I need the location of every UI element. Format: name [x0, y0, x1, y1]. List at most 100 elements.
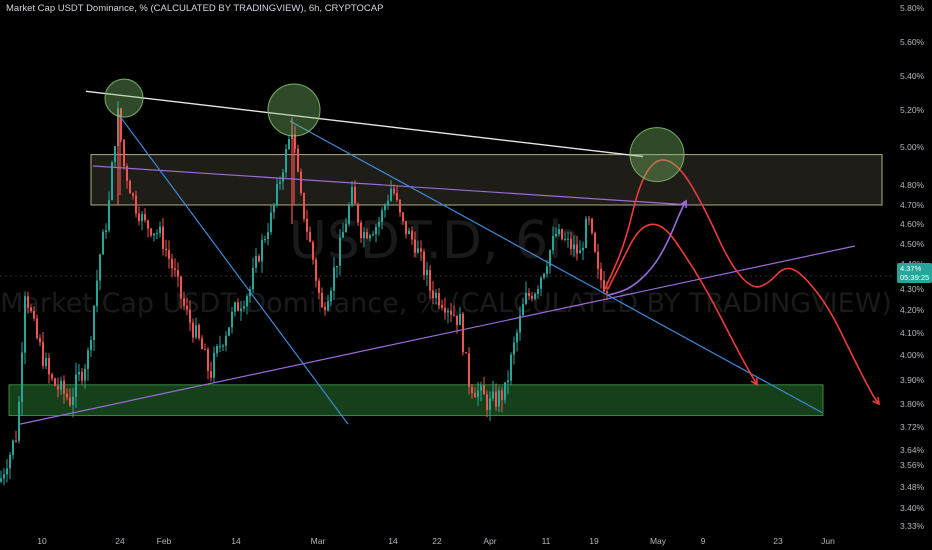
candle-body [522, 304, 524, 316]
candle-body [231, 311, 233, 328]
candle-body [465, 352, 467, 354]
candle-body [54, 378, 56, 386]
candle-body [180, 276, 182, 299]
candle-body [255, 255, 257, 268]
candle-body [369, 235, 371, 239]
candle-body [327, 301, 329, 311]
candle-body [483, 385, 485, 395]
candle-body [174, 268, 176, 271]
candle-body [246, 296, 248, 307]
candle-body [78, 371, 80, 375]
candle-body [597, 251, 599, 269]
candle-body [312, 241, 314, 260]
candle-body [504, 382, 506, 400]
candle-body [567, 238, 569, 240]
candle-body [573, 244, 575, 250]
candle-body [240, 308, 242, 312]
y-tick-label: 4.20% [900, 305, 925, 315]
candle-body [438, 292, 440, 306]
candle-body [492, 391, 494, 399]
candle-body [237, 302, 239, 312]
candle-body [405, 221, 407, 235]
candle-body [285, 149, 287, 173]
candle-body [429, 269, 431, 291]
current-price-badge: 4.37% 05:39:25 [897, 262, 932, 283]
candle-body [279, 181, 281, 185]
candle-body [432, 290, 434, 299]
y-tick-label: 4.60% [900, 219, 925, 229]
candle-body [168, 250, 170, 259]
candle-body [18, 402, 20, 441]
projection-arrowhead [750, 377, 758, 387]
candle-body [102, 231, 104, 255]
y-tick-label: 4.30% [900, 284, 925, 294]
candle-body [600, 268, 602, 281]
candle-body [480, 385, 482, 391]
watermark: USDT.D, 6h Market Cap USDT Dominance, % … [0, 211, 892, 319]
candle-body [321, 292, 323, 307]
candle-body [378, 221, 380, 227]
candle-body [141, 214, 143, 222]
candle-body [414, 239, 416, 253]
candle-body [306, 218, 308, 232]
candle-body [225, 335, 227, 346]
candle-body [360, 222, 362, 238]
y-tick-label: 4.00% [900, 350, 925, 360]
candle-body [543, 273, 545, 278]
marker-circle-top-2 [267, 83, 321, 137]
candle-body [144, 214, 146, 221]
candle-body [591, 218, 593, 233]
candle-body [42, 342, 44, 367]
candle-body [45, 358, 47, 367]
trendline-blue-1 [117, 113, 349, 425]
candle-body [606, 291, 608, 293]
candle-body [21, 352, 23, 403]
candle-body [309, 231, 311, 242]
y-tick-label: 3.40% [900, 503, 925, 513]
projection-red-top [604, 159, 880, 405]
candle-body [96, 280, 98, 306]
candle-body [579, 250, 581, 254]
candle-body [195, 325, 197, 338]
candle-body [48, 358, 50, 375]
candle-body [288, 138, 290, 150]
candle-body [120, 108, 122, 140]
candle-body [603, 280, 605, 292]
candle-body [162, 226, 164, 249]
candle-body [315, 259, 317, 281]
candle-body [324, 306, 326, 311]
candle-body [462, 313, 464, 353]
candle-body [129, 180, 131, 194]
candle-body [123, 139, 125, 167]
candle-body [534, 293, 536, 299]
y-tick-label: 3.90% [900, 375, 925, 385]
candle-body [270, 212, 272, 233]
candle-body [456, 315, 458, 326]
candle-body [156, 233, 158, 235]
y-tick-label: 3.56% [900, 460, 925, 470]
candle-body [339, 237, 341, 267]
candle-body [408, 230, 410, 235]
candle-body [171, 258, 173, 269]
candle-body [267, 232, 269, 240]
candle-body [114, 146, 116, 163]
y-tick-label: 4.10% [900, 328, 925, 338]
candle-body [564, 239, 566, 241]
candle-body [264, 239, 266, 241]
candle-body [219, 345, 221, 347]
candle-body [477, 390, 479, 398]
candle-body [9, 454, 11, 469]
candle-body [252, 267, 254, 290]
candle-body [411, 230, 413, 240]
y-tick-label: 5.60% [900, 37, 925, 47]
candle-body [60, 380, 62, 390]
candle-body [594, 232, 596, 252]
candle-body [207, 349, 209, 371]
candle-body [138, 213, 140, 222]
y-tick-label: 3.64% [900, 445, 925, 455]
candle-body [111, 162, 113, 201]
x-tick-label: 10 [37, 536, 47, 546]
candle-body [387, 200, 389, 206]
markers-layer [104, 78, 685, 183]
